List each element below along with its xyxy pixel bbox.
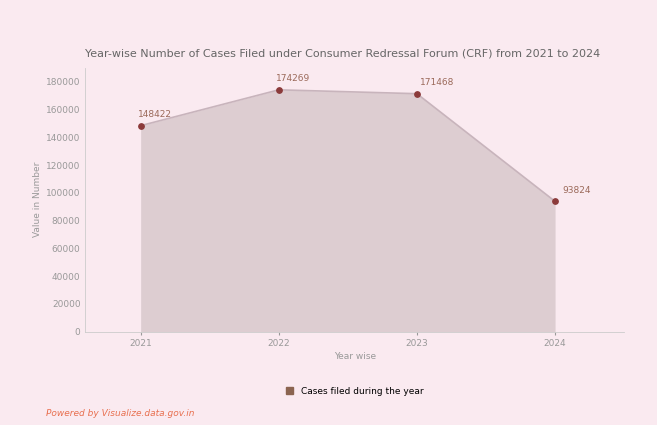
Point: [135, 122, 146, 129]
Legend: Cases filed during the year: Cases filed during the year: [283, 383, 427, 400]
Text: Year-wise Number of Cases Filed under Consumer Redressal Forum (CRF) from 2021 t: Year-wise Number of Cases Filed under Co…: [85, 49, 600, 59]
Point: [412, 90, 422, 97]
Y-axis label: Value in Number: Value in Number: [33, 162, 42, 238]
X-axis label: Year wise: Year wise: [334, 352, 376, 361]
Point: [550, 198, 560, 205]
Text: 148422: 148422: [138, 110, 172, 119]
Text: 93824: 93824: [562, 186, 591, 195]
Text: 174269: 174269: [276, 74, 310, 83]
Text: Powered by Visualize.data.gov.in: Powered by Visualize.data.gov.in: [46, 410, 194, 419]
Text: 171468: 171468: [420, 78, 454, 88]
Point: [273, 86, 284, 93]
